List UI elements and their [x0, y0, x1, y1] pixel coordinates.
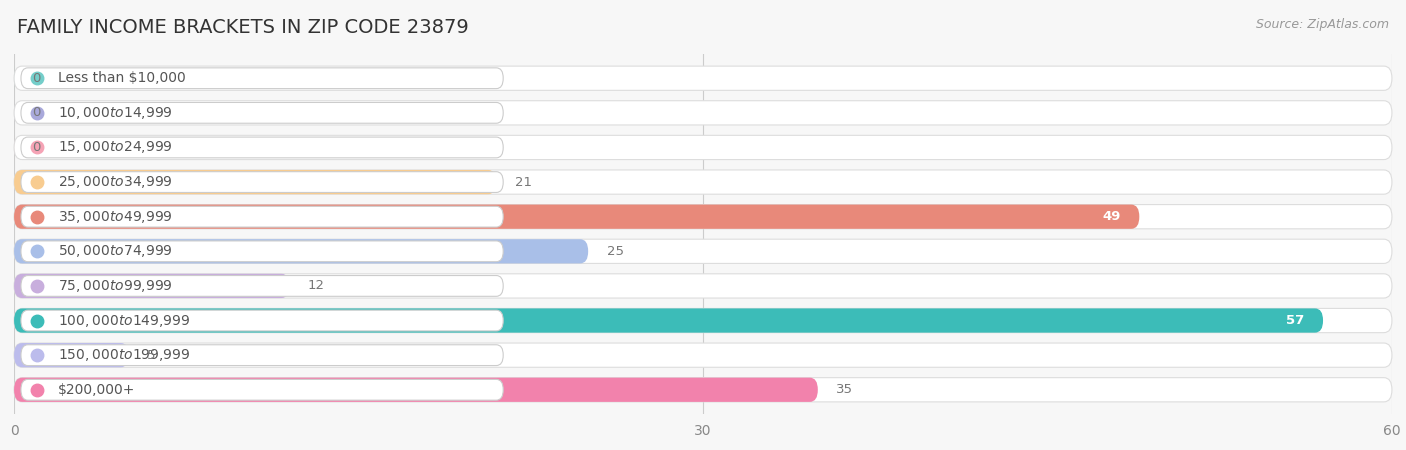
FancyBboxPatch shape — [14, 66, 1392, 90]
Text: $10,000 to $14,999: $10,000 to $14,999 — [58, 105, 173, 121]
FancyBboxPatch shape — [21, 103, 503, 123]
Text: $200,000+: $200,000+ — [58, 383, 135, 397]
FancyBboxPatch shape — [14, 378, 818, 402]
FancyBboxPatch shape — [14, 343, 1392, 367]
FancyBboxPatch shape — [21, 379, 503, 400]
FancyBboxPatch shape — [21, 345, 503, 365]
Text: 12: 12 — [308, 279, 325, 292]
Text: $100,000 to $149,999: $100,000 to $149,999 — [58, 313, 190, 328]
FancyBboxPatch shape — [14, 378, 1392, 402]
Text: Less than $10,000: Less than $10,000 — [58, 71, 186, 85]
FancyBboxPatch shape — [14, 308, 1392, 333]
Text: 35: 35 — [837, 383, 853, 396]
FancyBboxPatch shape — [21, 137, 503, 158]
FancyBboxPatch shape — [14, 239, 588, 263]
FancyBboxPatch shape — [14, 343, 129, 367]
FancyBboxPatch shape — [14, 170, 1392, 194]
Text: 5: 5 — [148, 349, 156, 362]
Text: 21: 21 — [515, 176, 531, 189]
FancyBboxPatch shape — [14, 101, 1392, 125]
Text: 0: 0 — [32, 72, 41, 85]
FancyBboxPatch shape — [21, 310, 503, 331]
FancyBboxPatch shape — [14, 170, 496, 194]
Text: $35,000 to $49,999: $35,000 to $49,999 — [58, 209, 173, 225]
Text: Source: ZipAtlas.com: Source: ZipAtlas.com — [1256, 18, 1389, 31]
Text: 57: 57 — [1286, 314, 1305, 327]
Text: $50,000 to $74,999: $50,000 to $74,999 — [58, 243, 173, 259]
FancyBboxPatch shape — [14, 205, 1139, 229]
Text: 0: 0 — [32, 106, 41, 119]
FancyBboxPatch shape — [14, 135, 1392, 160]
FancyBboxPatch shape — [21, 241, 503, 262]
Text: $15,000 to $24,999: $15,000 to $24,999 — [58, 140, 173, 155]
Text: FAMILY INCOME BRACKETS IN ZIP CODE 23879: FAMILY INCOME BRACKETS IN ZIP CODE 23879 — [17, 18, 468, 37]
Text: $150,000 to $199,999: $150,000 to $199,999 — [58, 347, 190, 363]
FancyBboxPatch shape — [21, 68, 503, 89]
FancyBboxPatch shape — [14, 205, 1392, 229]
Text: $25,000 to $34,999: $25,000 to $34,999 — [58, 174, 173, 190]
FancyBboxPatch shape — [14, 274, 290, 298]
Text: 49: 49 — [1102, 210, 1121, 223]
FancyBboxPatch shape — [21, 172, 503, 193]
FancyBboxPatch shape — [14, 274, 1392, 298]
Text: $75,000 to $99,999: $75,000 to $99,999 — [58, 278, 173, 294]
FancyBboxPatch shape — [21, 275, 503, 296]
Text: 0: 0 — [32, 141, 41, 154]
FancyBboxPatch shape — [14, 239, 1392, 263]
FancyBboxPatch shape — [14, 308, 1323, 333]
Text: 25: 25 — [606, 245, 623, 258]
FancyBboxPatch shape — [21, 206, 503, 227]
